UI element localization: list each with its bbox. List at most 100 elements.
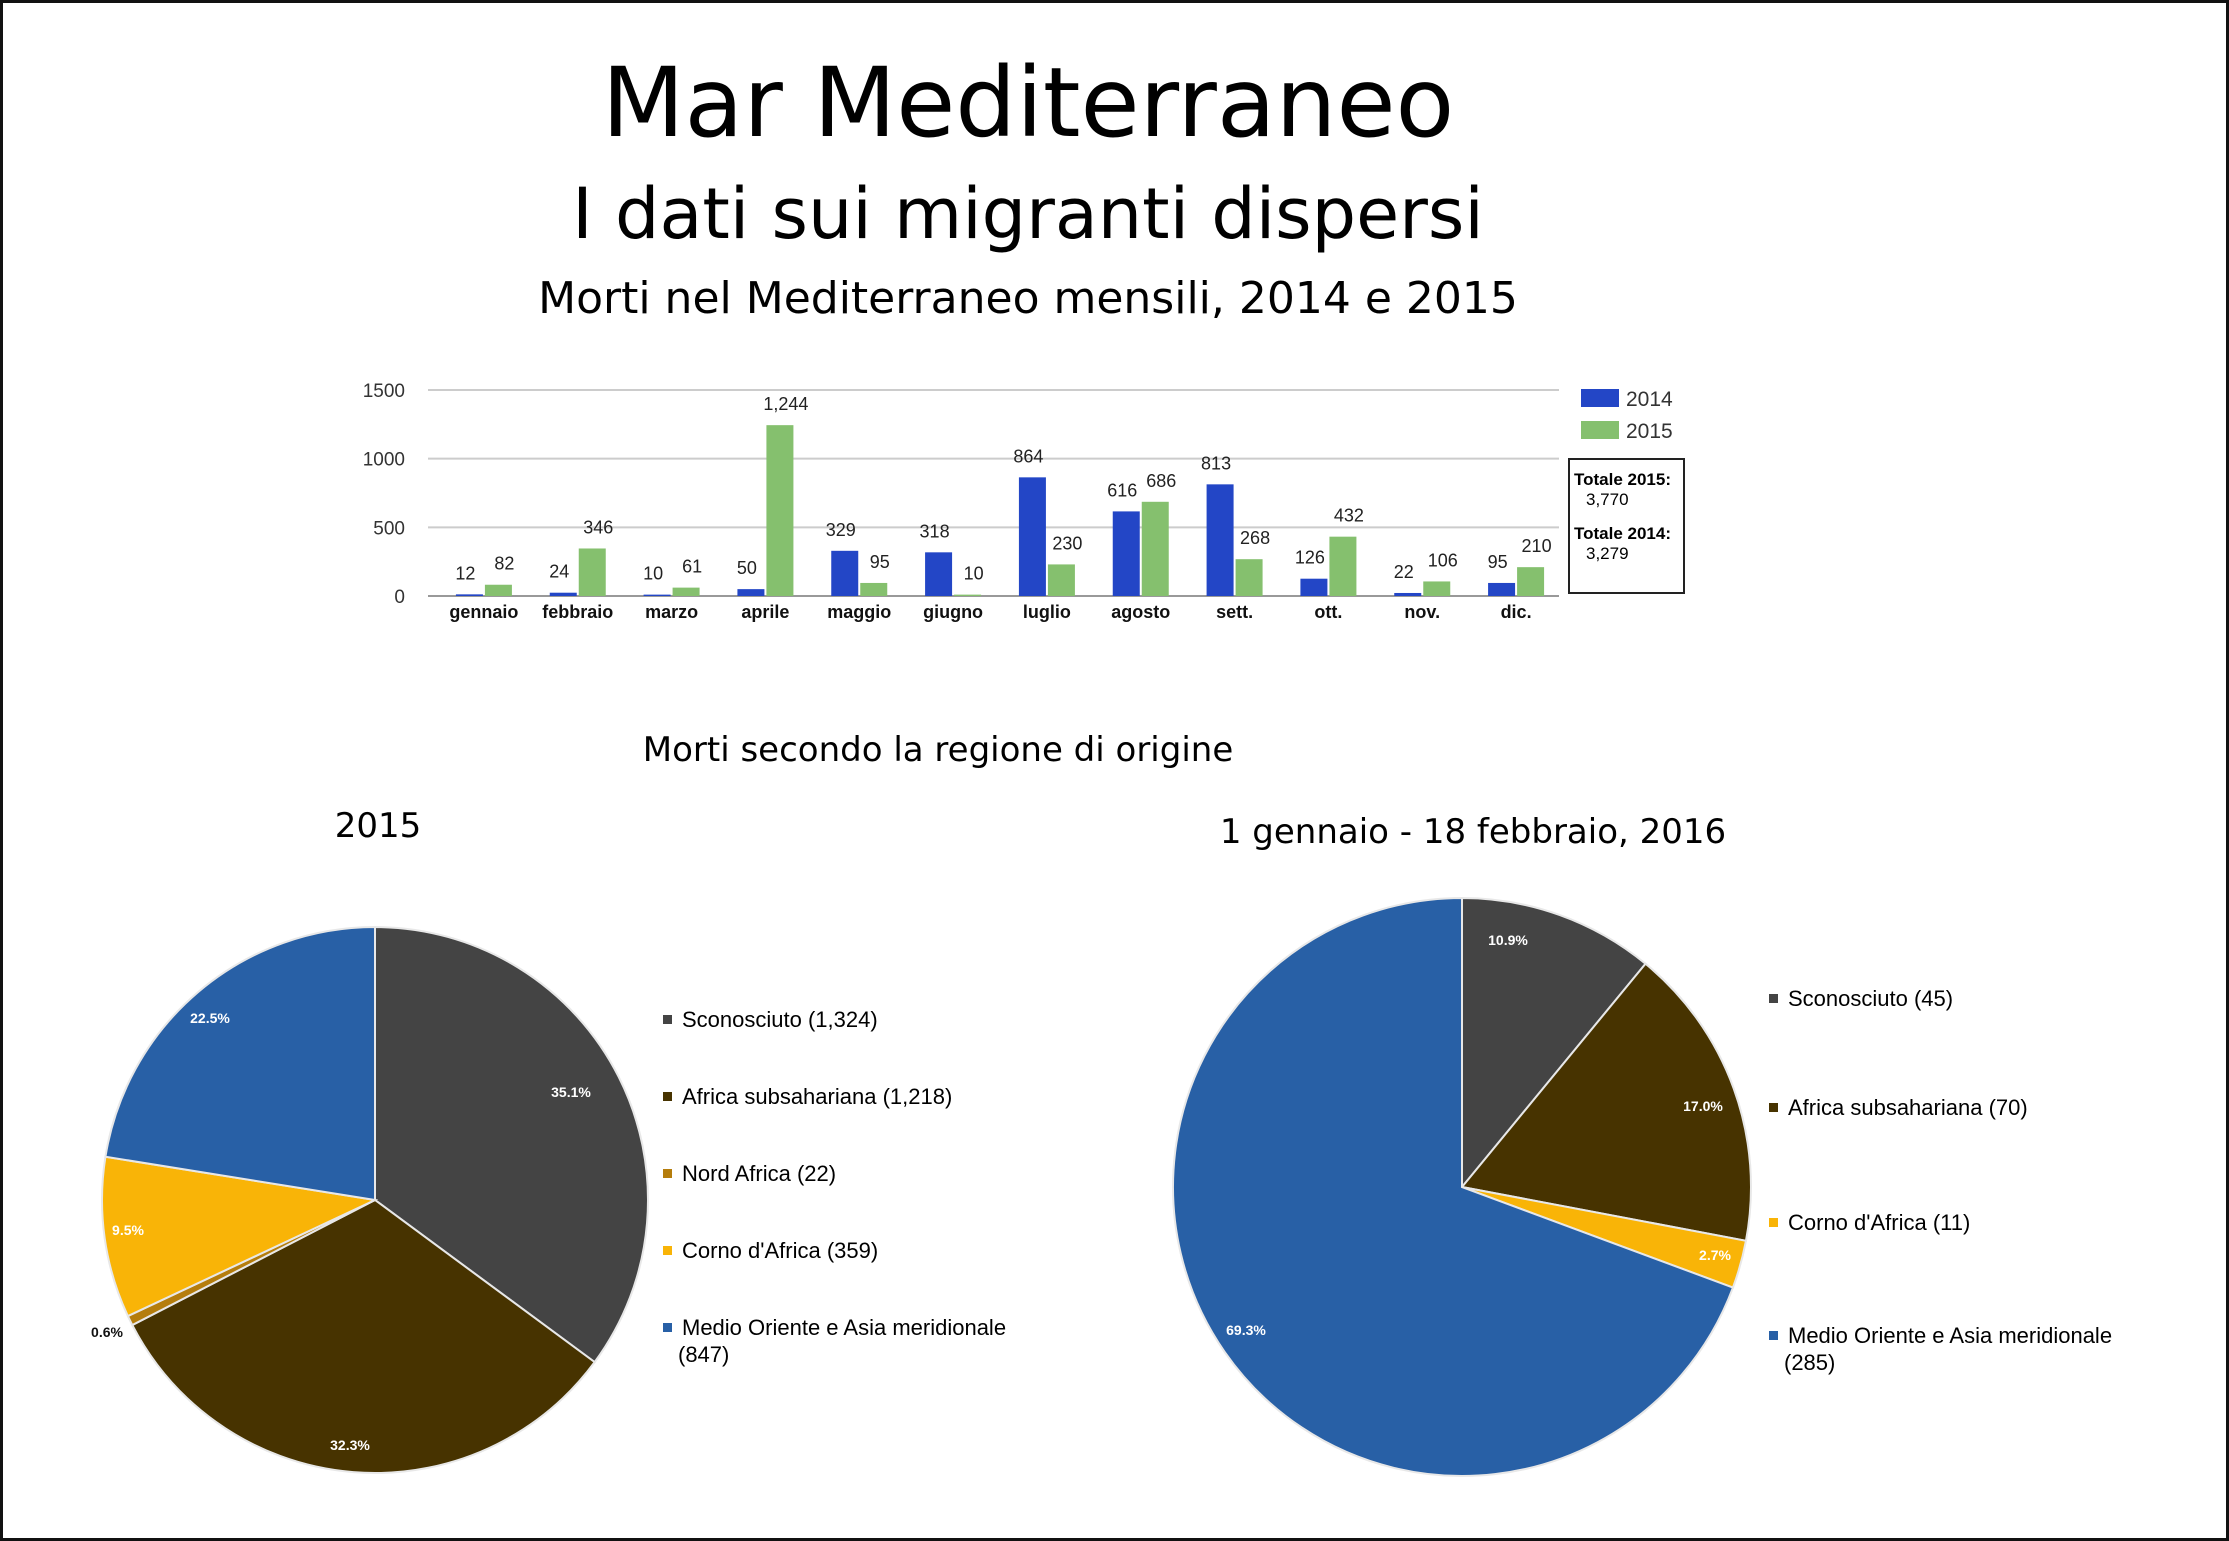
- pie-slice-sconosciuto: [1461, 896, 1647, 1190]
- pie-slice-africa_subsahariana: [130, 1198, 597, 1474]
- bar-value-label: 268: [1240, 528, 1270, 548]
- x-category-label: maggio: [827, 602, 891, 622]
- legend-swatch: [1769, 1217, 1778, 1227]
- bar-2015-agosto: [1141, 501, 1169, 596]
- bar-2014-agosto: [1112, 511, 1140, 596]
- bar-2014-giugno: [925, 552, 953, 596]
- bar-2015-ott.: [1329, 536, 1357, 596]
- legend-label: Corno d'Africa: [1788, 1210, 1933, 1235]
- bar-2015-dic.: [1517, 567, 1545, 596]
- pie-slice-africa_subsahariana: [1460, 962, 1752, 1242]
- total-2015-value: 3,770: [1586, 490, 1629, 509]
- bar-value-label: 686: [1146, 471, 1176, 491]
- bar-2014-gennaio: [455, 594, 483, 596]
- total-2015-label: Totale 2015:: [1574, 470, 1672, 489]
- x-category-label: nov.: [1404, 602, 1440, 622]
- legend-swatch: [1769, 1102, 1778, 1112]
- pie-percent-label: 0.6%: [91, 1324, 123, 1340]
- bar-2015-maggio: [860, 582, 888, 596]
- legend-item: Medio Oriente e Asia meridionale (847): [663, 1314, 1006, 1368]
- legend-count: (70): [1988, 1095, 2028, 1120]
- legend-count: (847): [678, 1342, 730, 1367]
- bar-value-label: 50: [737, 558, 757, 578]
- legend-swatch: [663, 1322, 672, 1332]
- bar-value-label: 318: [920, 521, 950, 541]
- legend-label-2014: 2014: [1626, 388, 1673, 411]
- total-2014-label: Totale 2014:: [1574, 524, 1672, 543]
- legend-swatch: [663, 1245, 672, 1255]
- legend-swatch: [663, 1168, 672, 1178]
- legend-item: Africa subsahariana (1,218): [663, 1083, 952, 1110]
- bar-2014-aprile: [737, 589, 765, 596]
- bar-value-label: 10: [964, 564, 984, 584]
- bar-2015-sett.: [1235, 559, 1263, 596]
- pie-percent-label: 22.5%: [190, 1010, 230, 1026]
- legend-count: (45): [1913, 986, 1954, 1011]
- bar-value-label: 346: [583, 517, 613, 537]
- x-category-label: marzo: [645, 602, 698, 622]
- x-category-label: agosto: [1111, 602, 1170, 622]
- legend-swatch: [663, 1014, 672, 1024]
- legend-item: Africa subsahariana (70): [1769, 1094, 2028, 1121]
- legend-item: Medio Oriente e Asia meridionale (285): [1769, 1322, 2112, 1376]
- legend-count: (22): [796, 1161, 837, 1186]
- bar-value-label: 95: [1488, 552, 1508, 572]
- legend-label: Medio Oriente e Asia meridionale: [682, 1315, 1007, 1340]
- bar-value-label: 82: [494, 554, 514, 574]
- bar-value-label: 616: [1107, 480, 1137, 500]
- legend-swatch: [1769, 1330, 1778, 1340]
- pie-percent-label: 9.5%: [112, 1222, 144, 1238]
- bar-value-label: 864: [1013, 446, 1043, 466]
- bar-2015-nov.: [1423, 581, 1451, 596]
- legend-count: (11): [1932, 1210, 1971, 1235]
- bar-value-label: 1,244: [763, 394, 808, 414]
- pie-slice-medio_oriente: [1172, 896, 1735, 1477]
- bar-value-label: 329: [826, 520, 856, 540]
- bar-value-label: 126: [1295, 548, 1325, 568]
- legend-swatch: [663, 1091, 672, 1101]
- y-tick-label: 1000: [363, 450, 405, 471]
- bar-chart-title: Morti nel Mediterraneo mensili, 2014 e 2…: [538, 273, 1518, 324]
- bar-value-label: 22: [1394, 562, 1414, 582]
- x-category-label: ott.: [1314, 602, 1342, 622]
- y-tick-label: 0: [394, 587, 405, 608]
- legend-label: Africa subsahariana: [1788, 1095, 1989, 1120]
- pie-percent-label: 32.3%: [330, 1437, 370, 1453]
- bar-2014-luglio: [1018, 477, 1046, 596]
- bar-value-label: 106: [1428, 550, 1458, 570]
- bar-value-label: 10: [643, 564, 663, 584]
- legend-item: Sconosciuto (45): [1769, 985, 1953, 1012]
- pie-chart-2015: 35.1% 32.3% 0.6% 9.5% 22.5%: [91, 925, 649, 1474]
- legend-label: Medio Oriente e Asia meridionale: [1788, 1323, 2113, 1348]
- legend-swatch-2014: [1581, 389, 1619, 407]
- x-category-label: sett.: [1216, 602, 1253, 622]
- pie-percent-label: 69.3%: [1226, 1322, 1266, 1338]
- bar-2014-ott.: [1300, 578, 1328, 596]
- bar-2015-aprile: [766, 425, 794, 596]
- legend-label: Nord Africa: [682, 1161, 797, 1186]
- pie-percent-label: 2.7%: [1699, 1247, 1731, 1263]
- legend-swatch-2015: [1581, 421, 1619, 439]
- legend-count: (1,324): [807, 1007, 878, 1032]
- bar-2015-giugno: [954, 594, 982, 596]
- pie-slice-corno_africa: [101, 1155, 379, 1318]
- pie-chart-2016: 10.9% 17.0% 2.7% 69.3%: [1172, 896, 1752, 1477]
- legend-item: Corno d'Africa (359): [663, 1237, 878, 1264]
- bar-2014-maggio: [831, 550, 859, 596]
- bar-2015-marzo: [672, 587, 700, 596]
- bar-value-label: 230: [1052, 533, 1082, 553]
- legend-label: Sconosciuto: [1788, 986, 1914, 1011]
- legend-count: (285): [1784, 1350, 1836, 1375]
- bar-value-label: 813: [1201, 453, 1231, 473]
- pie-percent-label: 17.0%: [1683, 1098, 1723, 1114]
- pie-slice-medio_oriente: [104, 925, 376, 1202]
- total-2014-value: 3,279: [1586, 544, 1629, 563]
- bar-2015-febbraio: [578, 548, 606, 596]
- pie-slice-sconosciuto: [374, 925, 649, 1364]
- x-category-label: aprile: [741, 602, 789, 622]
- totals-box: Totale 2015: 3,770 Totale 2014: 3,279: [1568, 458, 1685, 594]
- section-title: Morti secondo la regione di origine: [642, 730, 1234, 770]
- bar-value-label: 12: [455, 563, 475, 583]
